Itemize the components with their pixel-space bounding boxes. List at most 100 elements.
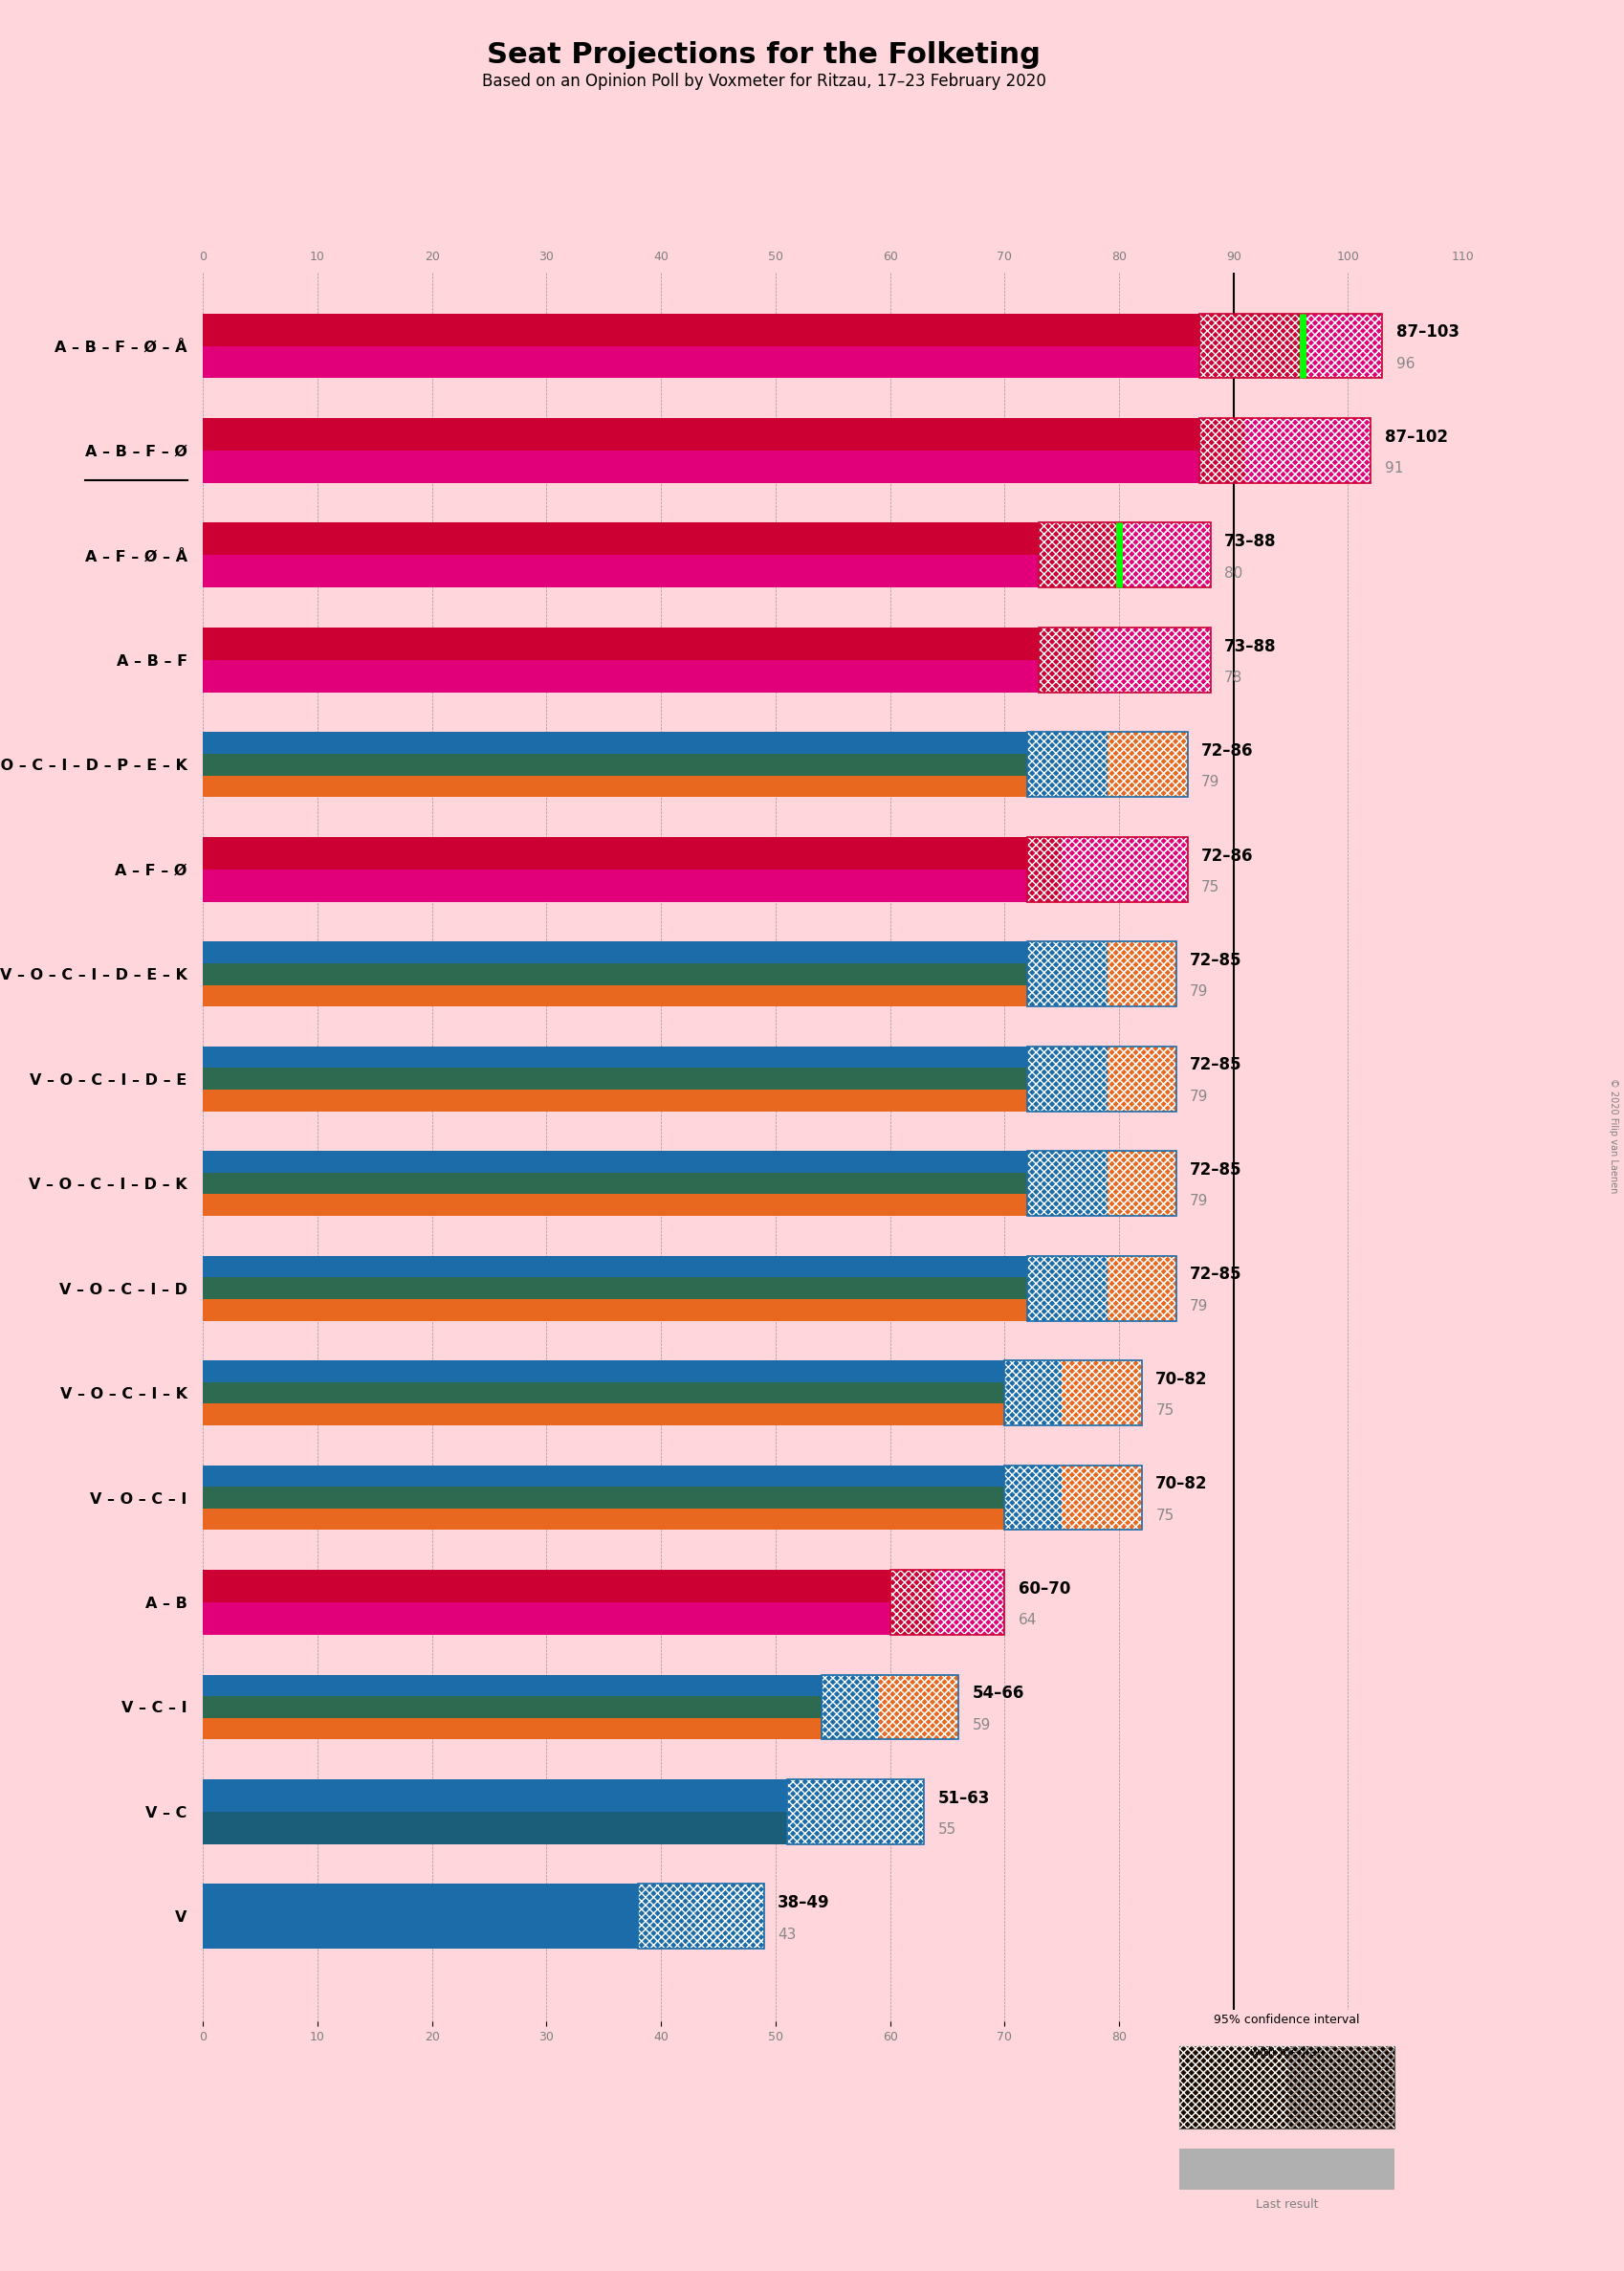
- Bar: [1301, 313, 1382, 379]
- Bar: [935, 1569, 1004, 1635]
- Bar: [203, 1383, 1060, 1403]
- Bar: [1096, 627, 1210, 693]
- Bar: [695, 1885, 763, 1949]
- Bar: [203, 1151, 1108, 1172]
- Text: 79: 79: [1189, 1090, 1208, 1104]
- Bar: [1026, 942, 1108, 1006]
- Bar: [1026, 1047, 1108, 1111]
- Bar: [203, 345, 1301, 379]
- Text: 70–82: 70–82: [1155, 1476, 1207, 1492]
- Bar: [203, 1696, 879, 1717]
- Bar: [1060, 1465, 1142, 1531]
- Bar: [1108, 1151, 1176, 1215]
- Bar: [1108, 1047, 1176, 1111]
- Bar: [833, 1778, 924, 1844]
- Bar: [786, 1778, 924, 1844]
- Bar: [203, 1397, 1060, 1413]
- Text: 51–63: 51–63: [937, 1790, 989, 1808]
- Bar: [820, 1674, 958, 1740]
- Bar: [833, 1778, 924, 1844]
- Bar: [203, 1778, 833, 1812]
- Text: 87–103: 87–103: [1395, 322, 1458, 341]
- Bar: [1038, 627, 1210, 693]
- Bar: [1038, 522, 1119, 588]
- Bar: [203, 1488, 1060, 1508]
- Text: 87–102: 87–102: [1384, 429, 1447, 445]
- Bar: [1060, 1360, 1142, 1426]
- Bar: [890, 1569, 935, 1635]
- Text: 72–86: 72–86: [1200, 847, 1252, 865]
- Bar: [203, 1195, 1108, 1215]
- Bar: [1244, 418, 1371, 484]
- Bar: [1108, 942, 1176, 1006]
- Bar: [203, 1606, 935, 1621]
- Bar: [203, 963, 1108, 986]
- Bar: [1026, 1151, 1108, 1215]
- Bar: [786, 1778, 924, 1844]
- Bar: [203, 1501, 1060, 1517]
- Bar: [935, 1569, 1004, 1635]
- Bar: [203, 874, 1060, 888]
- Bar: [203, 1465, 1060, 1488]
- Bar: [1004, 1465, 1060, 1531]
- Bar: [1026, 838, 1187, 902]
- Bar: [1026, 731, 1108, 797]
- Bar: [203, 1717, 879, 1740]
- Bar: [203, 1921, 695, 1935]
- Bar: [1060, 1360, 1142, 1426]
- Bar: [1026, 838, 1187, 902]
- Bar: [1108, 1047, 1176, 1111]
- Text: 79: 79: [1189, 1195, 1208, 1208]
- Bar: [203, 838, 1060, 870]
- Bar: [820, 1674, 958, 1740]
- Text: 80: 80: [1223, 565, 1242, 579]
- Bar: [1108, 942, 1176, 1006]
- Bar: [203, 1047, 1108, 1067]
- Bar: [1108, 1256, 1176, 1322]
- Text: Last result: Last result: [1255, 2198, 1317, 2210]
- Bar: [1026, 838, 1060, 902]
- Bar: [203, 731, 1108, 754]
- Bar: [1286, 2046, 1393, 2128]
- Bar: [203, 665, 1096, 679]
- Bar: [1199, 313, 1301, 379]
- Bar: [203, 450, 1244, 484]
- Text: 59: 59: [971, 1717, 991, 1733]
- Bar: [1026, 942, 1176, 1006]
- Bar: [203, 1188, 1108, 1204]
- Text: Based on an Opinion Poll by Voxmeter for Ritzau, 17–23 February 2020: Based on an Opinion Poll by Voxmeter for…: [481, 73, 1046, 91]
- Text: 72–86: 72–86: [1200, 743, 1252, 761]
- Text: 75: 75: [1155, 1508, 1174, 1522]
- Bar: [1179, 2148, 1393, 2189]
- Bar: [203, 1603, 935, 1635]
- Text: 75: 75: [1200, 879, 1220, 895]
- Text: 78: 78: [1223, 670, 1242, 686]
- Bar: [203, 770, 1108, 783]
- Bar: [890, 1569, 1004, 1635]
- Text: 64: 64: [1018, 1612, 1036, 1628]
- Bar: [1004, 1465, 1142, 1531]
- Bar: [203, 754, 1108, 774]
- Text: 73–88: 73–88: [1223, 534, 1276, 550]
- Bar: [1199, 313, 1382, 379]
- Text: 60–70: 60–70: [1018, 1581, 1070, 1597]
- Bar: [638, 1885, 763, 1949]
- Bar: [1004, 1465, 1142, 1531]
- Bar: [203, 774, 1108, 797]
- Text: 79: 79: [1189, 1299, 1208, 1313]
- Bar: [1244, 418, 1371, 484]
- Bar: [879, 1674, 958, 1740]
- Bar: [1038, 627, 1096, 693]
- Bar: [1060, 838, 1187, 902]
- Text: © 2020 Filip van Laenen: © 2020 Filip van Laenen: [1608, 1079, 1618, 1192]
- Text: 72–85: 72–85: [1189, 952, 1241, 970]
- Bar: [1026, 942, 1176, 1006]
- Bar: [203, 1812, 833, 1844]
- Bar: [820, 1674, 879, 1740]
- Text: 43: 43: [778, 1928, 796, 1942]
- Bar: [1026, 1151, 1176, 1215]
- Bar: [1096, 627, 1210, 693]
- Bar: [1119, 522, 1210, 588]
- Text: 75: 75: [1155, 1403, 1174, 1417]
- Text: 91: 91: [1384, 461, 1402, 475]
